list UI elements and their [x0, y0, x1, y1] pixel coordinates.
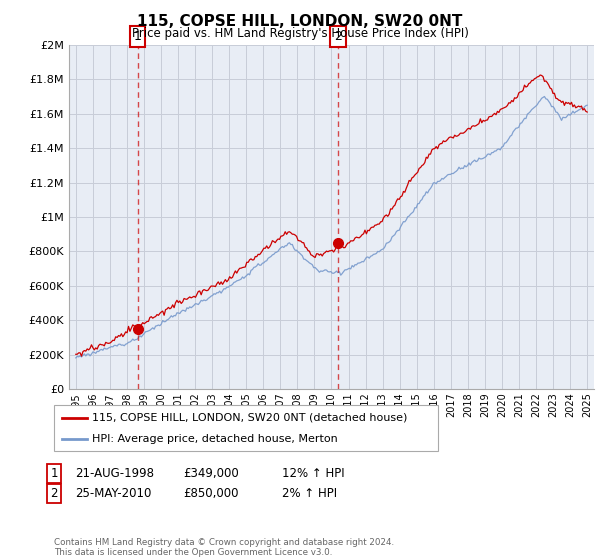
Text: 115, COPSE HILL, LONDON, SW20 0NT: 115, COPSE HILL, LONDON, SW20 0NT — [137, 14, 463, 29]
Text: 2: 2 — [334, 30, 342, 43]
Text: HPI: Average price, detached house, Merton: HPI: Average price, detached house, Mert… — [92, 435, 338, 444]
Text: 1: 1 — [50, 466, 58, 480]
Text: £850,000: £850,000 — [183, 487, 239, 501]
Text: 1: 1 — [134, 30, 142, 43]
Text: £349,000: £349,000 — [183, 466, 239, 480]
Text: 25-MAY-2010: 25-MAY-2010 — [75, 487, 151, 501]
Text: 21-AUG-1998: 21-AUG-1998 — [75, 466, 154, 480]
Text: 115, COPSE HILL, LONDON, SW20 0NT (detached house): 115, COPSE HILL, LONDON, SW20 0NT (detac… — [92, 413, 407, 423]
Text: 12% ↑ HPI: 12% ↑ HPI — [282, 466, 344, 480]
Text: 2: 2 — [50, 487, 58, 501]
Text: Price paid vs. HM Land Registry's House Price Index (HPI): Price paid vs. HM Land Registry's House … — [131, 27, 469, 40]
Text: Contains HM Land Registry data © Crown copyright and database right 2024.
This d: Contains HM Land Registry data © Crown c… — [54, 538, 394, 557]
Text: 2% ↑ HPI: 2% ↑ HPI — [282, 487, 337, 501]
